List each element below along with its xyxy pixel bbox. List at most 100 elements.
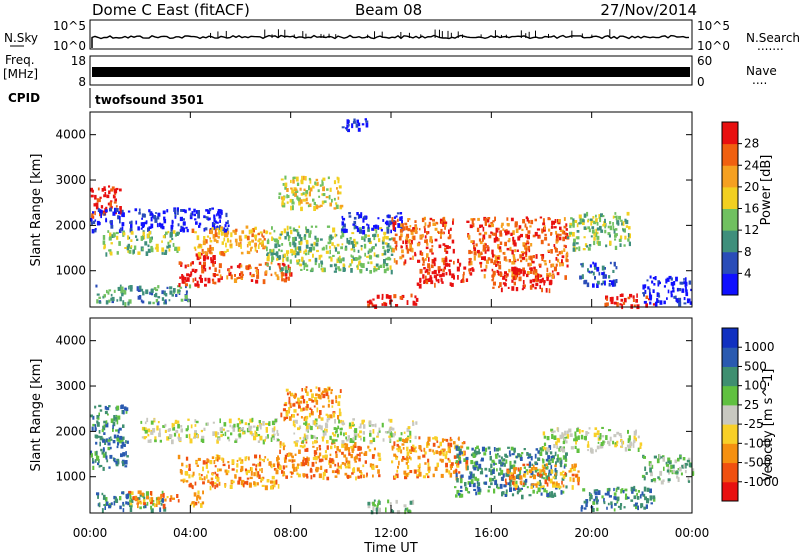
heatmap-cell — [155, 292, 158, 298]
heatmap-cell — [594, 276, 596, 280]
heatmap-cell — [392, 221, 395, 227]
heatmap-cell — [417, 469, 421, 473]
heatmap-cell — [527, 245, 531, 251]
heatmap-cell — [401, 294, 405, 298]
heatmap-cell — [392, 237, 396, 242]
heatmap-cell — [613, 496, 617, 500]
heatmap-cell — [122, 504, 125, 507]
heatmap-cell — [511, 249, 514, 255]
heatmap-cell — [469, 258, 472, 262]
heatmap-cell — [548, 259, 551, 264]
heatmap-cell — [352, 223, 356, 226]
heatmap-cell — [383, 268, 387, 274]
heatmap-cell — [157, 212, 161, 217]
heatmap-cell — [312, 474, 316, 478]
heatmap-cell — [536, 228, 541, 231]
heatmap-cell — [681, 464, 685, 469]
heatmap-cell — [312, 435, 316, 439]
heatmap-cell — [515, 287, 519, 292]
heatmap-cell — [553, 266, 557, 272]
heatmap-cell — [562, 236, 565, 242]
heatmap-cell — [355, 257, 359, 261]
heatmap-cell — [377, 507, 381, 512]
heatmap-cell — [359, 214, 363, 219]
heatmap-cell — [559, 262, 561, 267]
heatmap-cell — [279, 449, 281, 454]
heatmap-cell — [218, 269, 221, 274]
heatmap-cell — [365, 122, 369, 128]
heatmap-cell — [442, 223, 445, 227]
heatmap-cell — [282, 474, 284, 477]
heatmap-cell — [259, 435, 263, 441]
heatmap-cell — [627, 438, 631, 444]
heatmap-cell — [105, 455, 108, 460]
heatmap-cell — [308, 259, 312, 262]
heatmap-cell — [154, 218, 158, 223]
heatmap-cell — [391, 447, 394, 451]
heatmap-cell — [113, 201, 117, 204]
heatmap-cell — [240, 275, 244, 279]
heatmap-cell — [116, 419, 119, 425]
heatmap-cell — [105, 501, 109, 506]
heatmap-cell — [616, 496, 620, 502]
heatmap-cell — [450, 462, 454, 466]
heatmap-cell — [406, 451, 410, 457]
heatmap-cell — [458, 262, 462, 266]
heatmap-cell — [520, 233, 523, 238]
heatmap-cell — [517, 236, 521, 241]
heatmap-cell — [198, 261, 202, 265]
heatmap-cell — [344, 466, 349, 469]
heatmap-cell — [512, 467, 516, 470]
heatmap-cell — [587, 449, 589, 452]
heatmap-cell — [162, 210, 166, 215]
heatmap-cell — [556, 438, 561, 443]
heatmap-cell — [610, 503, 613, 509]
heatmap-cell — [499, 467, 502, 471]
heatmap-cell — [539, 216, 543, 219]
heatmap-cell — [392, 433, 396, 436]
heatmap-cell — [555, 257, 558, 261]
heatmap-cell — [369, 255, 372, 260]
heatmap-cell — [377, 503, 379, 507]
heatmap-cell — [335, 399, 338, 404]
heatmap-cell — [247, 251, 251, 255]
heatmap-cell — [91, 229, 95, 234]
heatmap-cell — [678, 301, 682, 307]
heatmap-cell — [435, 279, 439, 282]
heatmap-cell — [566, 236, 570, 239]
heatmap-cell — [129, 287, 133, 292]
colorbar-tick-label: 25 — [744, 398, 759, 412]
heatmap-cell — [260, 479, 263, 483]
heatmap-cell — [491, 268, 494, 272]
heatmap-cell — [425, 239, 428, 244]
heatmap-cell — [259, 454, 261, 459]
heatmap-cell — [317, 238, 319, 241]
heatmap-cell — [393, 441, 396, 446]
heatmap-cell — [186, 273, 190, 277]
heatmap-cell — [345, 443, 349, 447]
heatmap-cell — [283, 228, 287, 234]
heatmap-cell — [305, 190, 309, 195]
heatmap-cell — [336, 433, 339, 438]
heatmap-cell — [313, 420, 317, 426]
heatmap-cell — [358, 457, 361, 462]
heatmap-cell — [406, 507, 409, 512]
heatmap-cell — [375, 229, 378, 234]
heatmap-cell — [472, 482, 476, 488]
heatmap-cell — [545, 466, 548, 470]
heatmap-cell — [305, 197, 308, 202]
heatmap-cell — [188, 274, 192, 278]
heatmap-cell — [103, 420, 107, 424]
heatmap-cell — [109, 207, 113, 212]
heatmap-cell — [191, 268, 195, 272]
heatmap-cell — [298, 263, 302, 266]
heatmap-cell — [527, 262, 531, 267]
heatmap-cell — [174, 421, 178, 424]
heatmap-cell — [194, 248, 197, 251]
heatmap-cell — [109, 236, 112, 239]
heatmap-cell — [275, 251, 279, 254]
heatmap-cell — [90, 219, 93, 222]
heatmap-cell — [263, 245, 267, 249]
heatmap-cell — [627, 448, 631, 451]
